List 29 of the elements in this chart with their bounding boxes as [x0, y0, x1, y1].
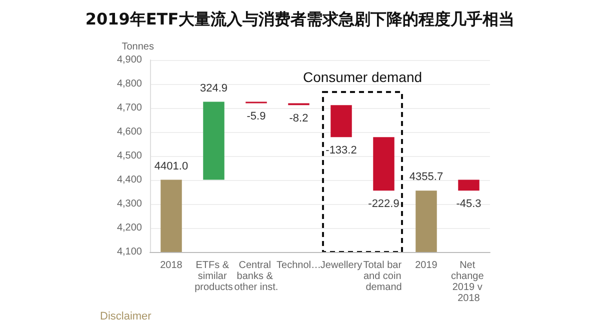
y-tick-label: 4,600	[116, 126, 142, 138]
x-tick-label: 2018	[160, 260, 183, 271]
x-tick-label: Net change 2019 v 2018	[450, 260, 487, 304]
y-tick-label: 4,100	[116, 246, 142, 258]
y-tick-label: 4,900	[116, 54, 142, 66]
y-axis-title: Tonnes	[122, 42, 154, 52]
data-label: -222.9	[368, 198, 400, 210]
data-label: -5.9	[246, 110, 266, 123]
y-tick-label: 4,500	[116, 150, 142, 162]
x-tick-label: Central banks & other inst.	[234, 260, 278, 293]
data-label: -133.2	[326, 144, 357, 157]
y-tick-label: 4,400	[116, 174, 142, 186]
x-tick-label: 2019	[415, 260, 438, 271]
data-label: 4401.0	[154, 160, 188, 172]
chart-title: 2019年ETF大量流入与消费者需求急剧下降的程度几乎相当	[85, 10, 515, 28]
y-tick-label: 4,300	[116, 198, 142, 210]
data-label: -8.2	[289, 112, 308, 125]
data-label: 4355.7	[409, 171, 444, 184]
y-tick-label: 4,700	[116, 102, 142, 114]
x-tick-label: Jewellery	[320, 260, 362, 271]
x-tick-label: ETFs & similar products	[194, 260, 233, 293]
x-tick-label: Total bar and coin demand	[363, 260, 404, 293]
annotation: Consumer demand	[302, 69, 422, 85]
data-label: -45.3	[456, 198, 482, 210]
y-tick-label: 4,200	[116, 222, 142, 234]
text: Disclaimer	[100, 310, 152, 322]
x-tick-label: Technol…	[276, 260, 321, 271]
y-tick-label: 4,800	[116, 78, 142, 90]
data-label: 324.9	[200, 82, 228, 94]
